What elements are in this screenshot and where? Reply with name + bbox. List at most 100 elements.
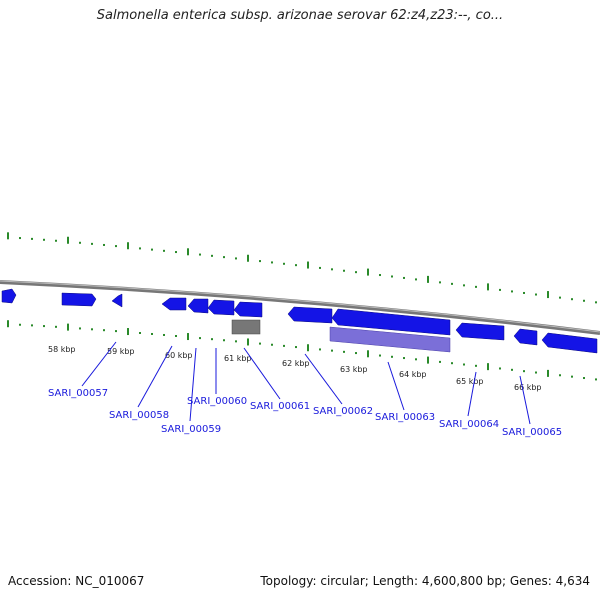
minor-tick bbox=[463, 284, 465, 287]
minor-tick bbox=[343, 350, 345, 353]
minor-tick bbox=[79, 241, 81, 244]
map-title: Salmonella enterica subsp. arizonae sero… bbox=[96, 8, 504, 23]
major-tick bbox=[427, 356, 429, 364]
minor-tick bbox=[115, 245, 117, 248]
major-tick bbox=[487, 363, 489, 371]
minor-tick bbox=[379, 274, 381, 277]
major-tick bbox=[307, 344, 309, 352]
kbp-label: 61 kbp bbox=[224, 354, 252, 363]
major-tick bbox=[247, 338, 249, 346]
minor-tick bbox=[163, 333, 165, 336]
gene-arrow bbox=[331, 308, 451, 336]
minor-tick bbox=[595, 378, 597, 381]
minor-tick bbox=[199, 253, 201, 256]
minor-tick bbox=[355, 352, 357, 355]
minor-tick bbox=[283, 344, 285, 347]
gene-arrow bbox=[161, 297, 187, 311]
major-tick bbox=[247, 254, 249, 262]
minor-tick bbox=[235, 257, 237, 260]
major-tick bbox=[487, 283, 489, 291]
gene-features bbox=[1, 288, 598, 354]
backbone-line bbox=[0, 280, 600, 335]
kbp-labels: 58 kbp 59 kbp 60 kbp 61 kbp 62 kbp 63 kbp 64 k… bbox=[48, 345, 542, 392]
gene-label[interactable]: SARI_00065 bbox=[502, 427, 562, 438]
kbp-label: 60 kbp bbox=[165, 351, 193, 360]
minor-tick bbox=[463, 363, 465, 366]
minor-tick bbox=[295, 346, 297, 349]
leader-line bbox=[81, 341, 117, 387]
accession-text: Accession: NC_010067 bbox=[8, 574, 145, 588]
gene-arrow bbox=[207, 299, 235, 316]
minor-tick bbox=[211, 338, 213, 341]
minor-tick bbox=[535, 371, 537, 374]
minor-tick bbox=[343, 269, 345, 272]
kbp-label: 59 kbp bbox=[107, 347, 135, 356]
gene-label[interactable]: SARI_00061 bbox=[250, 401, 310, 412]
kbp-label: 66 kbp bbox=[514, 383, 542, 392]
gene-label[interactable]: SARI_00062 bbox=[313, 406, 373, 417]
minor-tick bbox=[43, 325, 45, 328]
major-tick bbox=[127, 242, 129, 250]
minor-tick bbox=[43, 238, 45, 241]
gene-arrow bbox=[187, 298, 209, 314]
leader-line bbox=[189, 347, 197, 422]
gene-label[interactable]: SARI_00064 bbox=[439, 419, 499, 430]
kbp-label: 64 kbp bbox=[399, 370, 427, 379]
leader-line bbox=[304, 353, 343, 405]
minor-tick bbox=[439, 360, 441, 363]
minor-tick bbox=[535, 293, 537, 296]
gene-label[interactable]: SARI_00058 bbox=[109, 410, 169, 421]
major-tick bbox=[7, 232, 9, 240]
gray-feature bbox=[231, 319, 261, 335]
minor-tick bbox=[583, 377, 585, 380]
minor-tick bbox=[103, 329, 105, 332]
minor-tick bbox=[331, 268, 333, 271]
minor-tick bbox=[235, 340, 237, 343]
gene-label[interactable]: SARI_00060 bbox=[187, 396, 247, 407]
minor-tick bbox=[139, 332, 141, 335]
minor-tick bbox=[223, 256, 225, 259]
minor-tick bbox=[499, 367, 501, 370]
gene-label[interactable]: SARI_00059 bbox=[161, 424, 221, 435]
minor-tick bbox=[19, 323, 21, 326]
minor-tick bbox=[391, 355, 393, 358]
minor-tick bbox=[511, 290, 513, 293]
minor-tick bbox=[355, 271, 357, 274]
minor-tick bbox=[559, 374, 561, 377]
minor-tick bbox=[151, 332, 153, 335]
minor-tick bbox=[499, 288, 501, 291]
gene-label[interactable]: SARI_00063 bbox=[375, 412, 435, 423]
major-tick bbox=[7, 320, 9, 328]
gene-arrow bbox=[233, 301, 263, 318]
minor-tick bbox=[259, 342, 261, 345]
leader-line bbox=[519, 375, 531, 425]
minor-tick bbox=[319, 348, 321, 351]
inner-tick-ring bbox=[7, 320, 597, 381]
kbp-label: 58 kbp bbox=[48, 345, 76, 354]
minor-tick bbox=[451, 362, 453, 365]
major-tick bbox=[547, 369, 549, 377]
gene-label[interactable]: SARI_00057 bbox=[48, 388, 108, 399]
minor-tick bbox=[451, 282, 453, 285]
kbp-label: 62 kbp bbox=[282, 359, 310, 368]
minor-tick bbox=[163, 249, 165, 252]
minor-tick bbox=[175, 251, 177, 254]
minor-tick bbox=[403, 357, 405, 360]
minor-tick bbox=[583, 299, 585, 302]
minor-tick bbox=[511, 368, 513, 371]
major-tick bbox=[67, 236, 69, 244]
gene-arrow bbox=[513, 328, 538, 346]
highlight-feature bbox=[329, 326, 451, 353]
minor-tick bbox=[211, 254, 213, 257]
kbp-label: 63 kbp bbox=[340, 365, 368, 374]
minor-tick bbox=[139, 247, 141, 250]
minor-tick bbox=[475, 364, 477, 367]
minor-tick bbox=[523, 291, 525, 294]
minor-tick bbox=[391, 275, 393, 278]
leader-line bbox=[137, 345, 173, 408]
leader-line bbox=[243, 347, 281, 400]
gene-arrow bbox=[541, 332, 598, 354]
gene-arrow bbox=[455, 322, 505, 341]
